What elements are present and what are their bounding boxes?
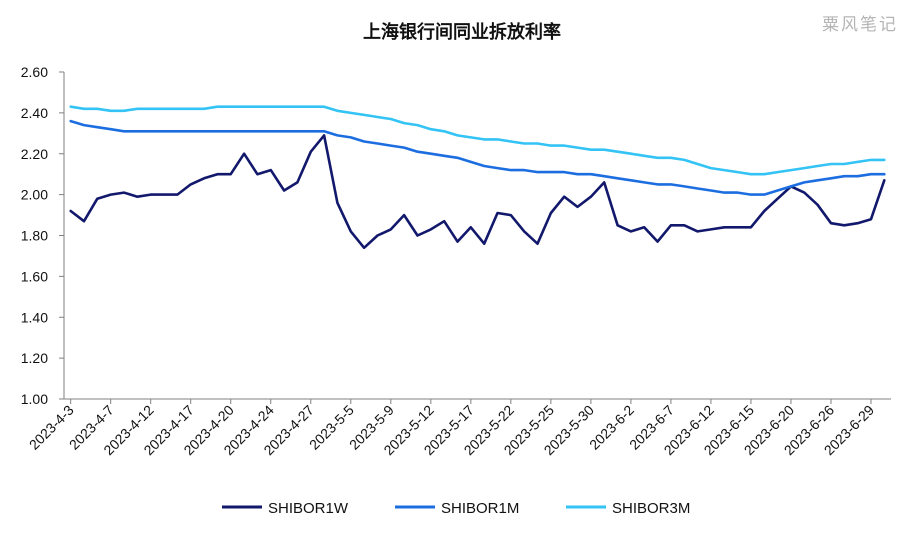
legend: SHIBOR1W SHIBOR1M SHIBOR3M <box>222 500 690 517</box>
y-tick-label: 2.00 <box>21 187 48 203</box>
y-tick-label: 2.20 <box>21 146 48 162</box>
axes: 1.001.201.401.601.802.002.202.402.602023… <box>21 64 891 458</box>
y-tick-label: 1.60 <box>21 268 48 284</box>
series-line-shibor3m <box>69 105 886 176</box>
chart-title: 上海银行间同业拆放利率 <box>363 21 561 43</box>
legend-label-shibor3m: SHIBOR3M <box>612 500 690 517</box>
y-tick-label: 1.40 <box>21 309 48 325</box>
y-tick-label: 2.40 <box>21 105 48 121</box>
series-line-shibor1w <box>69 134 886 250</box>
legend-label-shibor1m: SHIBOR1M <box>441 500 519 517</box>
y-tick-label: 1.00 <box>21 391 48 407</box>
y-tick-label: 1.80 <box>21 228 48 244</box>
watermark-text: 粟风笔记 <box>822 15 898 35</box>
legend-label-shibor1w: SHIBOR1W <box>268 500 349 517</box>
y-tick-label: 1.20 <box>21 350 48 366</box>
series-line-shibor1m <box>69 119 886 196</box>
y-tick-label: 2.60 <box>21 64 48 80</box>
series-layer <box>69 105 886 250</box>
